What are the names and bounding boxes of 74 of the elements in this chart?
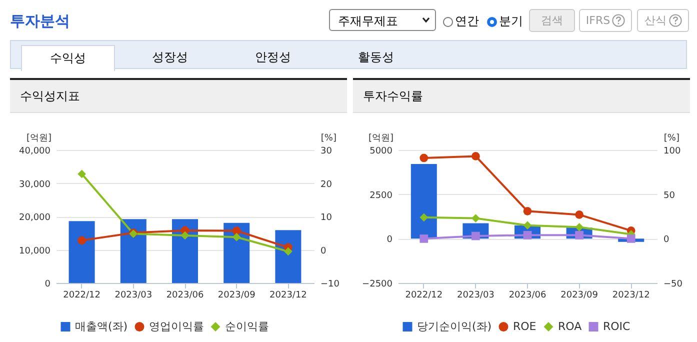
text: 투자분석 [10, 12, 70, 31]
text: 주재무제표 [329, 9, 436, 31]
y-tick-label: 30,000 [19, 180, 51, 190]
legend-label: 순이익률 [225, 320, 269, 333]
y2-tick-label: −10 [320, 280, 340, 290]
text: 검색 [541, 13, 563, 29]
y2-tick-label: 0 [320, 246, 326, 256]
x-tick-label: 2023/12 [270, 290, 307, 300]
x-tick-label: 2023/06 [508, 290, 546, 300]
y-tick-label: 40,000 [19, 146, 51, 156]
x-tick-label: 2022/12 [63, 290, 100, 300]
text: 안정성 [254, 49, 292, 66]
y2-tick-label: 30 [320, 146, 332, 156]
y-axis-title: [억원] [26, 134, 52, 144]
y2-tick-label: 0 [664, 235, 670, 246]
text: 수익성 [21, 45, 115, 71]
legend-label: 당기순이익(좌) [417, 320, 492, 333]
y2-axis-title: [%] [664, 134, 680, 144]
legend-label: 영업이익률 [149, 320, 204, 333]
y-tick-label: 0 [44, 280, 51, 290]
text: 성장성 [151, 49, 189, 66]
y2-tick-label: 10 [320, 213, 332, 223]
point [78, 236, 86, 245]
x-tick-label: 2022/12 [405, 290, 443, 300]
point [420, 213, 428, 222]
point [232, 226, 241, 235]
y2-tick-label: 100 [664, 146, 681, 156]
x-tick-label: 2023/03 [114, 290, 152, 300]
y2-axis-title: [%] [320, 134, 336, 144]
legend-label: 매출액(좌) [75, 320, 128, 333]
y-tick-label: 20,000 [19, 213, 51, 223]
point [626, 234, 636, 243]
point [472, 232, 480, 240]
y2-tick-label: 50 [664, 190, 676, 201]
text: 분기 [499, 13, 523, 30]
y-tick-label: −2500 [362, 280, 393, 290]
point [523, 221, 532, 230]
point [472, 152, 480, 160]
bar [410, 164, 437, 239]
point [575, 210, 584, 219]
y2-tick-label: −50 [664, 280, 683, 290]
legend-label: ROA [558, 320, 582, 333]
point [78, 170, 86, 178]
text: IFRS [586, 13, 610, 29]
point [232, 232, 241, 242]
text: 연간 [455, 13, 479, 30]
legend-label: ROIC [603, 320, 631, 333]
y-tick-label: 10,000 [19, 246, 51, 256]
bar [275, 230, 302, 283]
point [575, 222, 584, 232]
point [420, 234, 428, 243]
point [420, 154, 428, 162]
point [180, 231, 190, 240]
text: 산식 [644, 13, 666, 29]
chart-title: 투자수익률 [353, 80, 690, 113]
point [284, 247, 292, 256]
y-axis-title: [억원] [368, 134, 394, 144]
y-tick-label: 2500 [370, 190, 393, 201]
bar [172, 219, 198, 283]
x-tick-label: 2023/12 [612, 290, 650, 300]
y2-tick-label: 20 [320, 180, 332, 190]
x-tick-label: 2023/09 [218, 290, 256, 300]
y-tick-label: 0 [386, 235, 393, 246]
point [472, 214, 480, 222]
chart-title: 수익성지표 [10, 80, 347, 113]
bar [120, 219, 146, 283]
text: 활동성 [357, 49, 395, 66]
x-tick-label: 2023/09 [560, 290, 598, 300]
x-tick-label: 2023/06 [166, 290, 204, 300]
point [523, 207, 532, 216]
x-tick-label: 2023/03 [457, 290, 494, 300]
bar [68, 221, 95, 283]
y-tick-label: 5000 [370, 146, 393, 156]
legend-label: ROE [513, 320, 536, 333]
